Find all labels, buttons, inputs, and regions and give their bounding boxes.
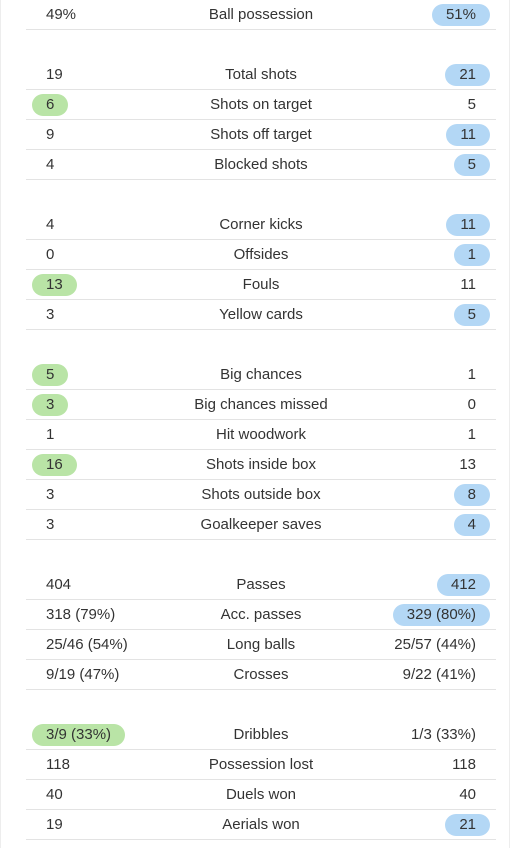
stat-row-hit-woodwork: 1 Hit woodwork 1 [26,420,496,450]
home-value: 19 [46,65,63,83]
stat-row-duels-won: 40 Duels won 40 [26,780,496,810]
away-value: 0 [467,395,476,413]
stat-label: Possession lost [208,755,314,773]
stat-label: Corner kicks [219,215,303,233]
stat-row-shots-on-target: 6 Shots on target 5 [26,90,496,120]
away-value: 11 [446,123,490,146]
stat-label: Shots on target [210,95,312,113]
away-value: 21 [445,63,490,86]
stat-label: Aerials won [222,815,300,833]
away-value: 1 [467,365,476,383]
home-value: 118 [46,755,70,773]
stat-row-corner-kicks: 4 Corner kicks 11 [26,210,496,240]
stat-row-blocked-shots: 4 Blocked shots 5 [26,150,496,180]
home-value: 1 [46,425,55,443]
stat-row-shots-outside-box: 3 Shots outside box 8 [26,480,496,510]
stat-label: Shots off target [210,125,312,143]
stat-row-shots-off-target: 9 Shots off target 11 [26,120,496,150]
home-value: 0 [46,245,55,263]
stat-label: Ball possession [208,5,314,23]
home-value: 9 [46,125,55,143]
stat-label: Yellow cards [219,305,303,323]
stat-row-goalkeeper-saves: 3 Goalkeeper saves 4 [26,510,496,540]
stat-label: Duels won [225,785,297,803]
stat-label: Fouls [242,275,280,293]
home-value: 6 [32,93,69,116]
stat-label: Big chances [220,365,302,383]
stat-label: Passes [236,575,286,593]
stat-row-big-chances: 5 Big chances 1 [26,360,496,390]
home-value: 5 [32,363,69,386]
away-value: 9/22 (41%) [402,665,476,683]
stat-label: Blocked shots [214,155,308,173]
away-value: 329 (80%) [392,603,490,626]
stat-row-big-chances-missed: 3 Big chances missed 0 [26,390,496,420]
away-value: 412 [436,573,490,596]
home-value: 3 [46,485,55,503]
away-value: 8 [453,483,490,506]
stat-row-possession-lost: 118 Possession lost 118 [26,750,496,780]
away-value: 118 [452,755,476,773]
away-value: 5 [453,303,490,326]
home-value: 19 [46,815,63,833]
away-value: 5 [453,153,490,176]
stat-row-fouls: 13 Fouls 11 [26,270,496,300]
away-value: 51% [431,3,490,26]
stat-row-offsides: 0 Offsides 1 [26,240,496,270]
home-value: 25/46 (54%) [46,635,128,653]
home-value: 16 [32,453,77,476]
away-value: 4 [453,513,490,536]
away-value: 1 [467,425,476,443]
stat-label: Total shots [225,65,297,83]
stat-label: Goalkeeper saves [200,515,322,533]
stat-row-acc-passes: 318 (79%) Acc. passes 329 (80%) [26,600,496,630]
stat-label: Hit woodwork [215,425,307,443]
stat-row-crosses: 9/19 (47%) Crosses 9/22 (41%) [26,660,496,690]
home-value: 404 [46,575,72,593]
stat-row-ball-possession: 49% Ball possession 51% [26,0,496,30]
away-value: 11 [460,275,476,293]
away-value: 5 [467,95,476,113]
away-value: 1/3 (33%) [410,725,476,743]
home-value: 3 [32,393,69,416]
home-value: 3 [46,515,55,533]
away-value: 11 [446,213,490,236]
away-value: 40 [459,785,476,803]
stat-label: Shots outside box [201,485,321,503]
stat-label: Offsides [233,245,289,263]
home-value: 4 [46,215,55,233]
home-value: 3 [46,305,55,323]
stat-label: Shots inside box [205,455,317,473]
away-value: 1 [453,243,490,266]
home-value: 318 (79%) [46,605,116,623]
stat-row-long-balls: 25/46 (54%) Long balls 25/57 (44%) [26,630,496,660]
stat-label: Big chances missed [194,395,328,413]
stat-row-aerials-won: 19 Aerials won 21 [26,810,496,840]
away-value: 21 [445,813,490,836]
home-value: 40 [46,785,63,803]
stat-row-dribbles: 3/9 (33%) Dribbles 1/3 (33%) [26,720,496,750]
home-value: 3/9 (33%) [32,723,126,746]
away-value: 25/57 (44%) [394,635,476,653]
home-value: 13 [32,273,77,296]
stat-row-total-shots: 19 Total shots 21 [26,60,496,90]
stat-row-yellow-cards: 3 Yellow cards 5 [26,300,496,330]
home-value: 4 [46,155,55,173]
home-value: 9/19 (47%) [46,665,120,683]
away-value: 13 [459,455,476,473]
stat-row-shots-inside-box: 16 Shots inside box 13 [26,450,496,480]
stat-row-passes: 404 Passes 412 [26,570,496,600]
home-value: 49% [46,5,77,23]
